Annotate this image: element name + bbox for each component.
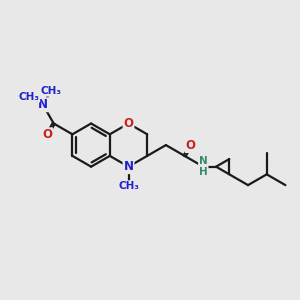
Text: N: N	[38, 98, 48, 111]
Text: O: O	[185, 139, 196, 152]
Text: CH₃: CH₃	[18, 92, 39, 102]
Text: N: N	[124, 160, 134, 173]
Text: CH₃: CH₃	[118, 181, 139, 191]
Text: O: O	[124, 117, 134, 130]
Text: N
H: N H	[199, 156, 208, 178]
Text: CH₃: CH₃	[40, 86, 61, 96]
Text: O: O	[42, 128, 52, 141]
